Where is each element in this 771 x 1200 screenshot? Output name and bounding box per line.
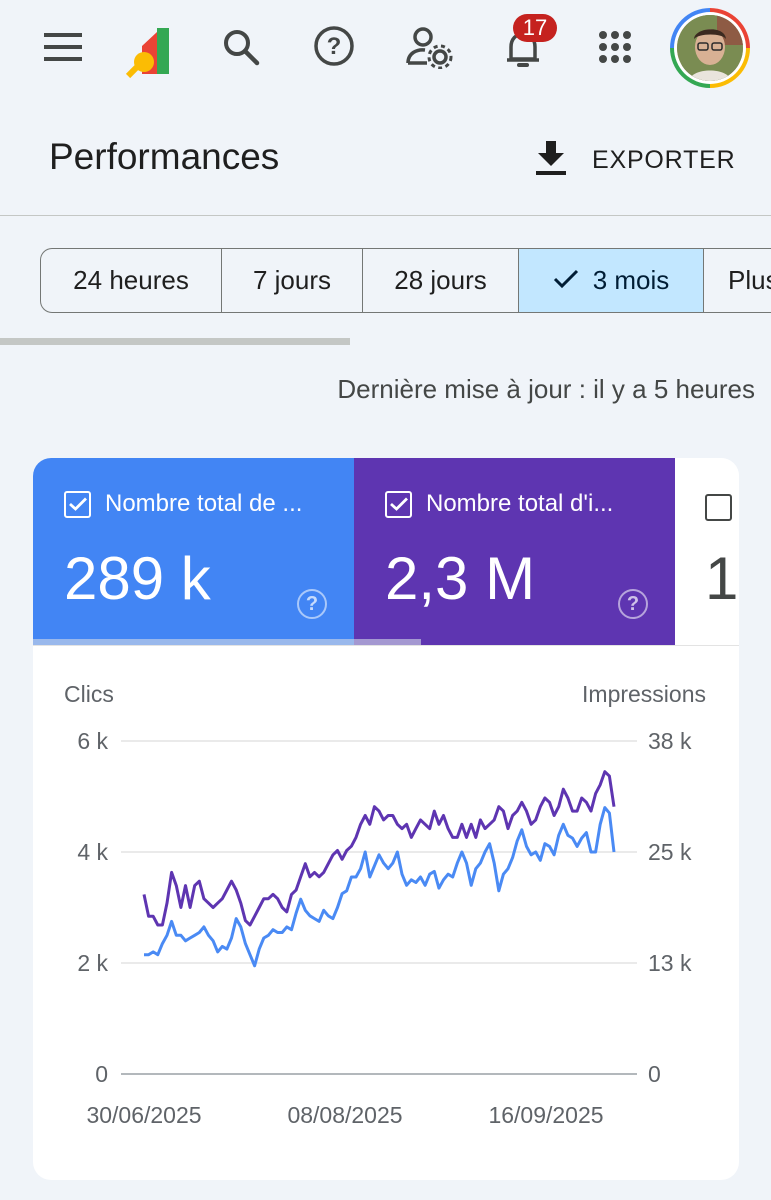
metric-checkbox[interactable] (705, 494, 732, 521)
metric-label: Nombre total d'i... (426, 490, 614, 517)
right-tick-label: 25 k (648, 839, 692, 865)
avatar[interactable] (670, 8, 750, 88)
right-axis-title: Impressions (582, 681, 706, 707)
search-console-logo[interactable] (124, 22, 174, 84)
avatar-photo (677, 15, 743, 81)
range-chip-label: 3 mois (592, 265, 670, 295)
top-app-bar: ? 17 (0, 0, 771, 100)
help-icon[interactable]: ? (297, 589, 327, 619)
range-chip-3m[interactable]: 3 mois (519, 249, 704, 312)
metric-value: 289 k (64, 545, 211, 612)
left-tick-label: 4 k (77, 839, 108, 865)
x-tick-label: 16/09/2025 (488, 1102, 603, 1128)
range-chip-7d[interactable]: 7 jours (222, 249, 363, 312)
search-icon[interactable] (218, 24, 264, 70)
checkmark-icon (553, 265, 579, 296)
x-tick-label: 30/06/2025 (86, 1102, 201, 1128)
range-chip-label: 7 jours (252, 265, 332, 295)
menu-icon[interactable] (40, 24, 88, 70)
avatar-ring (674, 12, 746, 84)
series-line-impressions (142, 770, 616, 927)
range-chip-label: 28 jours (394, 265, 487, 295)
axis-ticks: 0 0 2 k 13 k 4 k 25 k 6 k 38 k (77, 728, 692, 1087)
export-button[interactable]: EXPORTER (534, 138, 735, 182)
range-chip-more[interactable]: Plus (704, 249, 771, 312)
range-chip-28d[interactable]: 28 jours (363, 249, 519, 312)
apps-grid-icon[interactable] (592, 24, 638, 70)
metric-card-clicks[interactable]: Nombre total de ... 289 k ? (33, 458, 354, 645)
left-axis-title: Clics (64, 681, 114, 707)
metric-value: 1 (705, 545, 739, 612)
chips-scrollbar[interactable] (0, 338, 350, 345)
svg-text:?: ? (327, 33, 342, 60)
metric-card-impressions[interactable]: Nombre total d'i... 2,3 M ? (354, 458, 675, 645)
right-tick-label: 38 k (648, 728, 692, 754)
page-title: Performances (49, 136, 280, 177)
help-icon[interactable]: ? (618, 589, 648, 619)
right-tick-label: 0 (648, 1061, 661, 1087)
x-tick-label: 08/08/2025 (287, 1102, 402, 1128)
user-settings-icon[interactable] (404, 24, 454, 70)
range-chip-24h[interactable]: 24 heures (41, 249, 222, 312)
metric-checkbox[interactable] (64, 490, 91, 518)
range-chip-label: Plus (728, 265, 771, 295)
header-divider (0, 215, 771, 216)
left-tick-label: 2 k (77, 950, 108, 976)
chart-grid (121, 740, 637, 1075)
right-tick-label: 13 k (648, 950, 692, 976)
left-tick-label: 6 k (77, 728, 108, 754)
chart-lines (142, 770, 616, 968)
left-tick-label: 0 (95, 1061, 108, 1087)
export-label: EXPORTER (592, 145, 736, 174)
metric-card-ctr[interactable]: 1 (675, 458, 739, 645)
performance-card: Nombre total de ... 289 k ? Nombre total… (33, 458, 739, 1180)
metric-value: 2,3 M (385, 545, 536, 612)
metric-scroll-indicator (33, 639, 421, 645)
notification-badge: 17 (513, 14, 557, 42)
help-icon[interactable]: ? (310, 22, 358, 70)
range-chip-label: 24 heures (73, 265, 189, 295)
download-icon (534, 139, 568, 182)
date-range-selector: 24 heures 7 jours 28 jours 3 mois Plus (40, 248, 771, 313)
card-divider (33, 645, 739, 646)
x-axis-ticks: 30/06/2025 08/08/2025 16/09/2025 (86, 1102, 603, 1128)
metric-label: Nombre total de ... (105, 490, 303, 517)
last-update-text: Dernière mise à jour : il y a 5 heures (337, 374, 755, 404)
metric-checkbox[interactable] (385, 490, 412, 518)
series-line-clics (144, 806, 616, 968)
performance-chart[interactable]: Clics Impressions 0 0 2 k 13 k 4 k 25 k 6 k 38 … (33, 646, 739, 1180)
